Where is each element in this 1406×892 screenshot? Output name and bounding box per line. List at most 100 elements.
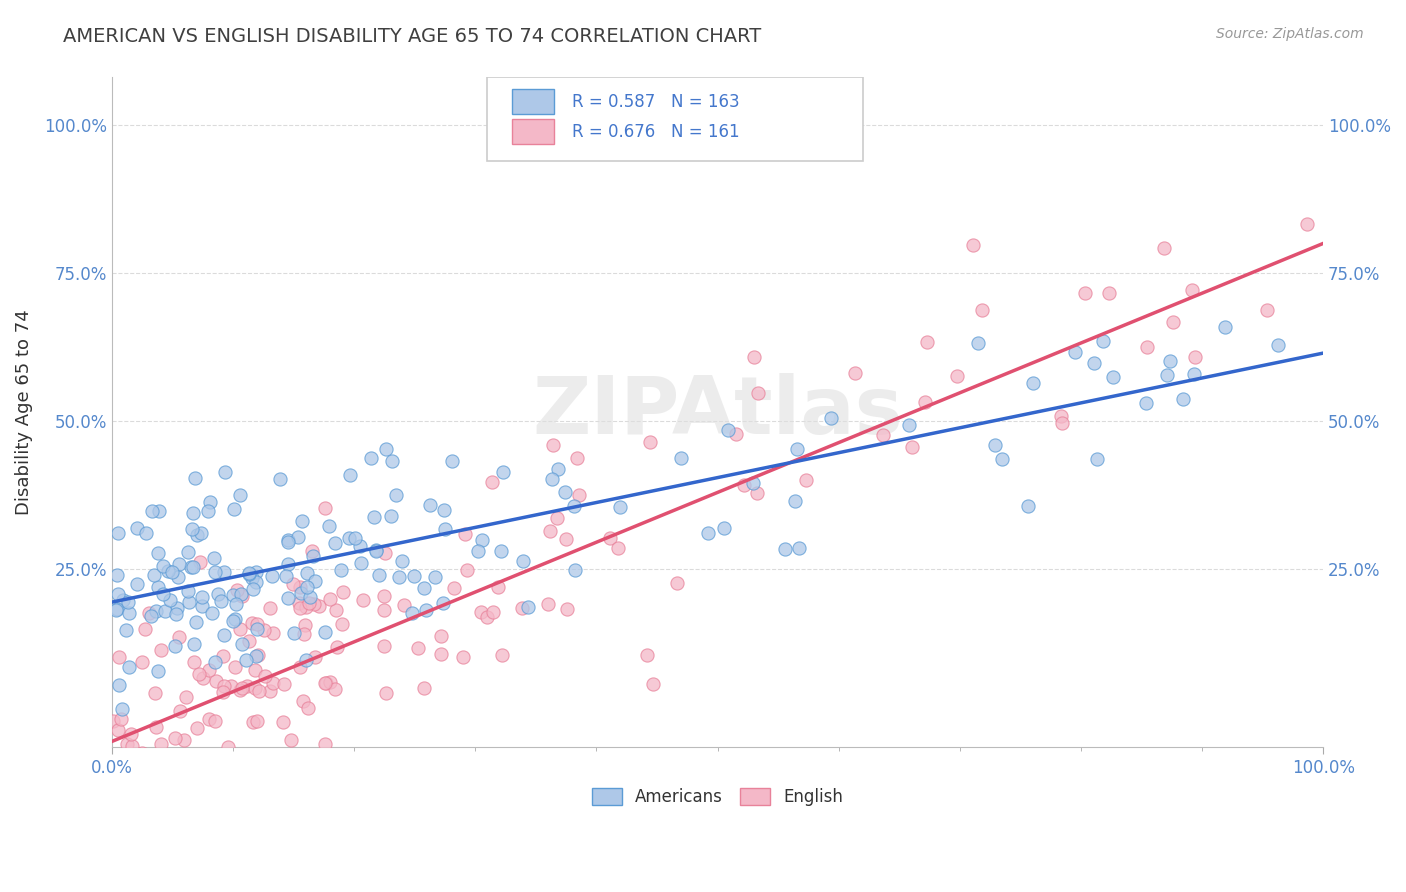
Point [643, 677, 665, 691]
Point [301, 549, 323, 563]
Point [148, 504, 170, 518]
Point [287, 770, 309, 784]
Point [967, 335, 990, 350]
Point [332, 584, 354, 599]
Point [1181, 283, 1204, 297]
Point [540, 472, 562, 486]
Point [872, 427, 894, 442]
Point [108, 650, 131, 665]
Point [235, 653, 257, 667]
Point [1171, 392, 1194, 406]
Point [245, 648, 267, 663]
Point [221, 588, 243, 602]
Point [609, 500, 631, 514]
Point [665, 576, 688, 591]
Point [141, 770, 163, 784]
Point [543, 438, 565, 452]
Point [238, 566, 260, 581]
Point [314, 676, 336, 690]
Point [153, 770, 176, 784]
Point [219, 679, 242, 693]
Point [152, 587, 174, 601]
Point [214, 465, 236, 479]
Point [373, 639, 395, 653]
Point [298, 590, 321, 604]
Point [295, 600, 318, 615]
Point [456, 563, 478, 577]
Point [247, 648, 270, 663]
Point [742, 476, 765, 491]
Point [315, 675, 337, 690]
Text: ZIPAtlas: ZIPAtlas [533, 374, 903, 451]
Point [1050, 409, 1073, 423]
Point [555, 532, 578, 546]
Point [1091, 334, 1114, 349]
Point [141, 770, 163, 784]
Point [207, 587, 229, 601]
Point [325, 640, 347, 655]
Point [363, 510, 385, 524]
Point [481, 475, 503, 489]
Point [1184, 350, 1206, 364]
Point [288, 660, 311, 674]
Point [413, 581, 436, 595]
Point [224, 612, 246, 626]
Point [562, 499, 585, 513]
Point [118, 659, 141, 673]
Point [441, 454, 464, 468]
Point [150, 642, 173, 657]
Point [783, 493, 806, 508]
Point [343, 531, 366, 545]
Point [1135, 396, 1157, 410]
Point [323, 681, 346, 696]
Point [198, 663, 221, 677]
Point [246, 623, 269, 637]
Point [145, 720, 167, 734]
Point [491, 648, 513, 662]
Point [482, 605, 505, 619]
Point [198, 494, 221, 508]
Point [1213, 319, 1236, 334]
Point [212, 565, 235, 579]
Point [254, 669, 277, 683]
Point [325, 603, 347, 617]
Point [1135, 341, 1157, 355]
Point [292, 694, 315, 708]
Point [607, 541, 630, 555]
Point [277, 558, 299, 572]
Point [152, 558, 174, 573]
Point [177, 595, 200, 609]
Point [105, 567, 128, 582]
Point [1021, 376, 1043, 390]
Point [166, 570, 188, 584]
Point [984, 438, 1007, 452]
Point [277, 533, 299, 548]
Point [486, 581, 509, 595]
Point [118, 606, 141, 620]
Point [110, 701, 132, 715]
Point [186, 721, 208, 735]
Point [231, 637, 253, 651]
Point [568, 488, 591, 502]
Point [225, 597, 247, 611]
Point [373, 603, 395, 617]
Point [319, 592, 342, 607]
Point [972, 303, 994, 318]
Point [1085, 451, 1108, 466]
Point [155, 604, 177, 618]
Point [191, 590, 214, 604]
Point [962, 238, 984, 252]
Point [1267, 337, 1289, 351]
Point [564, 563, 586, 577]
Point [373, 589, 395, 603]
Point [194, 753, 217, 767]
Point [290, 586, 312, 600]
Point [352, 593, 374, 607]
Point [271, 714, 294, 729]
Point [280, 732, 302, 747]
Point [308, 599, 330, 613]
Point [385, 488, 408, 502]
Point [229, 682, 252, 697]
Point [138, 606, 160, 620]
Point [360, 451, 382, 466]
